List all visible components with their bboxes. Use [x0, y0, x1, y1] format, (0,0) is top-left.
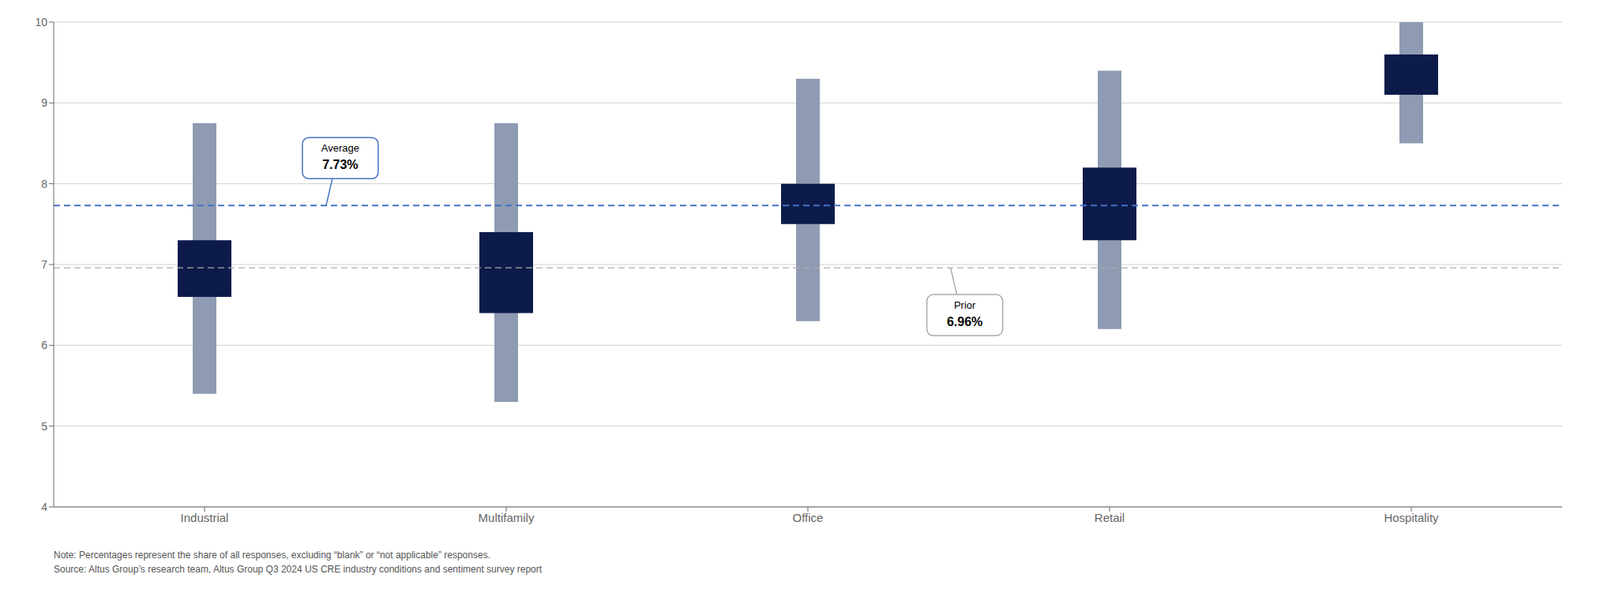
svg-text:9: 9: [41, 96, 48, 109]
svg-text:Prior: Prior: [953, 299, 977, 312]
svg-text:8: 8: [41, 177, 48, 191]
html-text:Note: Percentages represent th: Note: Percentages represent the share of…: [53, 549, 491, 561]
svg-text:Multifamily: Multifamily: [478, 510, 535, 525]
svg-text:4: 4: [41, 500, 48, 514]
svg-text:Hospitality: Hospitality: [1383, 510, 1439, 525]
svg-text:6: 6: [41, 338, 48, 352]
svg-text:Retail: Retail: [1094, 510, 1125, 525]
svg-text:Office: Office: [792, 510, 824, 525]
svg-text:5: 5: [41, 420, 48, 433]
svg-text:7: 7: [41, 258, 48, 271]
svg-text:7.73%: 7.73%: [322, 157, 358, 172]
svg-text:Industrial: Industrial: [180, 510, 230, 525]
svg-text:10: 10: [34, 15, 48, 29]
svg-text:6.96%: 6.96%: [946, 315, 983, 329]
html-text:Source: Altus Group’s research: Source: Altus Group’s research team, Alt…: [53, 563, 542, 575]
svg-text:Average: Average: [321, 142, 360, 154]
